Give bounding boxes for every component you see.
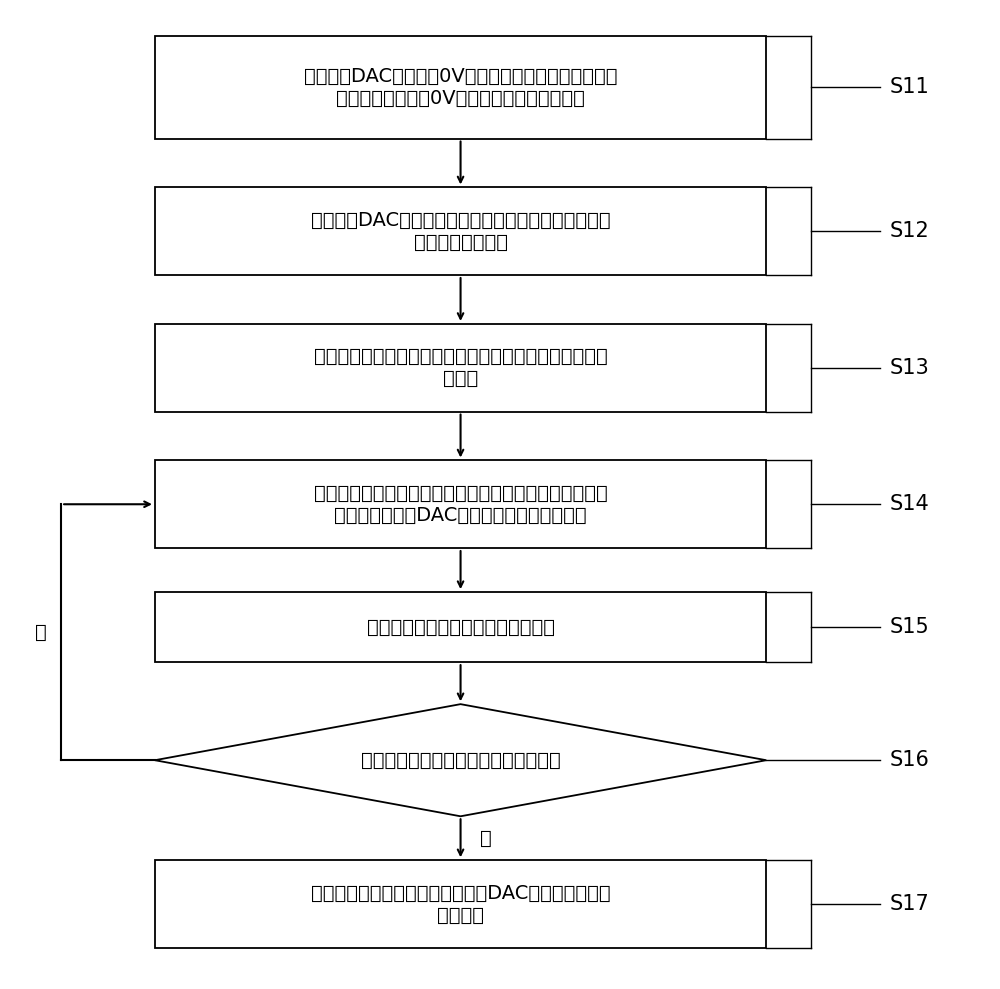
Text: S14: S14 (890, 494, 929, 514)
Text: 是否需要改变功率放大器的栅极电压值: 是否需要改变功率放大器的栅极电压值 (361, 751, 560, 769)
Text: S16: S16 (890, 751, 929, 770)
Bar (155, 323, 766, 411)
Text: 否: 否 (480, 829, 492, 848)
Text: 控制电压DAC模块的输出电压先达到功率放大器的栅极
所需的最大电压值: 控制电压DAC模块的输出电压先达到功率放大器的栅极 所需的最大电压值 (311, 211, 610, 252)
Polygon shape (155, 704, 766, 816)
Text: 根据栅极电压的温度补偿控制电压DAC模块输出相应补
偿电压值: 根据栅极电压的温度补偿控制电压DAC模块输出相应补 偿电压值 (311, 883, 610, 925)
Bar (155, 460, 766, 548)
Text: 控制电压DAC模块输出0V电压至功率放大器的栅极，并
控制电源模块输出0V电压至功率放大管的漏极: 控制电压DAC模块输出0V电压至功率放大器的栅极，并 控制电源模块输出0V电压至… (304, 67, 617, 108)
Text: 确定功率放大器栅极的静流电压值（可以通过查表的方式
获取），并控制DAC模块输出所述静流电压值: 确定功率放大器栅极的静流电压值（可以通过查表的方式 获取），并控制DAC模块输出… (314, 484, 607, 525)
Text: 开启上变频信号开关，开启射频信号: 开启上变频信号开关，开启射频信号 (367, 617, 555, 637)
Text: 是: 是 (35, 623, 46, 642)
Text: 控制电源模块的输出电压后达到功率放大器的漏极所需的
电压值: 控制电源模块的输出电压后达到功率放大器的漏极所需的 电压值 (314, 347, 607, 389)
Text: S17: S17 (890, 894, 929, 914)
Text: S13: S13 (890, 358, 929, 378)
Bar (155, 37, 766, 138)
Text: S15: S15 (890, 617, 929, 637)
Text: S12: S12 (890, 222, 929, 241)
Bar (155, 592, 766, 663)
Bar (155, 187, 766, 275)
Bar (155, 860, 766, 947)
Text: S11: S11 (890, 77, 929, 97)
